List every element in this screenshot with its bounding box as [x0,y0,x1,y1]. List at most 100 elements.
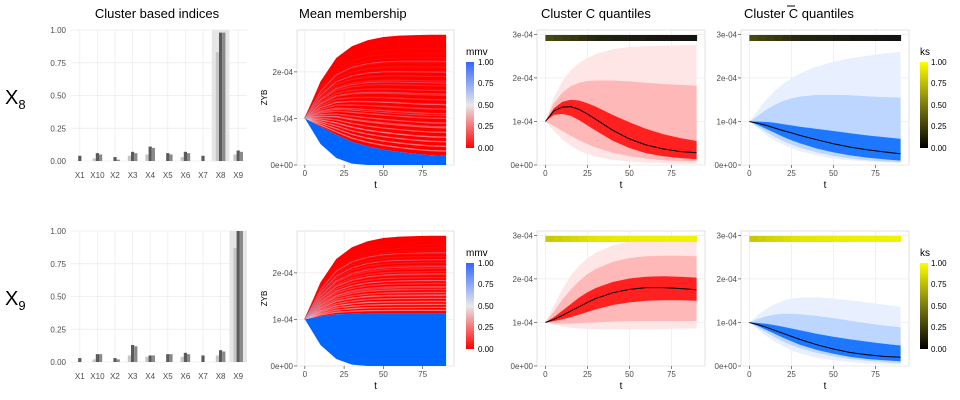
legend-ks-title: ks [920,248,930,259]
membership-trajectory [304,303,447,320]
membership-trajectory [304,287,447,320]
y-tick-label: 2e-04 [273,269,294,278]
bar [95,354,99,362]
bar [78,155,82,161]
bar [92,158,96,161]
ks-bar-segment [663,35,681,41]
membership-trajectory [304,273,447,320]
ks-bar-segment [629,35,647,41]
legend-ks-x9: ks 1.00 0.75 0.50 0.25 0.00 [920,248,947,354]
membership-trajectory [304,38,447,119]
ks-bar-segment [766,236,776,242]
median-line [749,322,901,358]
membership-trajectory [304,118,447,138]
bar [127,355,131,362]
membership-trajectory [304,264,447,320]
bar [151,355,155,362]
membership-trajectory [304,96,447,119]
x-axis-title: t [824,381,827,392]
bar [215,52,219,161]
ks-bar-segment [679,35,698,41]
ks-bar-segment [867,35,885,41]
legend-mmv-tick: 0.75 [478,79,494,88]
legend-mmv-x8: mmv 1.00 0.75 0.50 0.25 0.00 [466,47,494,153]
ks-bar-segment [553,236,563,242]
ks-bar-segment [595,236,614,242]
x-tick-label: 25 [787,169,796,178]
ks-bar-segment [663,236,681,242]
membership-trajectory [304,258,447,320]
membership-trajectory [304,297,447,320]
indices-panel-x8: 0.00 0.25 0.50 0.75 1.00 X1 X10 X2 X3 X4 X5 X6 X7 X8 X… [50,26,247,180]
x-tick-label: X1 [75,372,85,381]
membership-trajectory [304,115,447,129]
bar [145,356,149,362]
x-tick-label: X6 [181,372,191,381]
bar [127,155,131,161]
bar [183,352,187,362]
bar [131,151,135,161]
membership-trajectory [304,246,447,320]
x-tick-label: 50 [379,169,388,178]
bar [215,355,219,362]
x-tick-label: 25 [340,370,349,379]
y-tick-label: 1e-04 [717,117,738,126]
ks-bar-segment [646,236,664,242]
x-tick-label: 0 [543,169,548,178]
legend-ks-tick: 0.75 [931,79,947,88]
x-axis-title: t [374,180,377,191]
legend-ks-tick: 1.00 [931,58,947,67]
median-line [545,106,697,154]
ks-bar-segment [799,35,818,41]
membership-trajectory [304,243,447,320]
bar [219,32,223,162]
x-tick-label: 50 [379,370,388,379]
ks-bar-segment [883,236,902,242]
quantile-band-inner [749,322,901,362]
x-tick-label: 75 [418,370,427,379]
membership-trajectory [304,276,447,320]
ks-bar-segment [749,35,759,41]
x-axis-title: t [620,180,623,191]
x-tick-label: X8 [216,372,226,381]
membership-trajectory [304,43,447,119]
x-tick-label: X8 [216,171,226,180]
x-tick-label: X1 [75,171,85,180]
x-tick-label: 0 [747,370,752,379]
membership-trajectory [304,52,447,119]
y-tick-label: 2e-04 [717,275,738,284]
y-tick-label: 3e-04 [717,231,738,240]
legend-mmv-tick: 0.50 [478,302,494,311]
x-tick-label: 75 [667,370,676,379]
x-tick-label: 75 [418,169,427,178]
bar [78,358,82,362]
membership-trajectory [304,273,447,320]
membership-trajectory [304,117,447,134]
y-tick-label: 1e-04 [273,114,294,123]
legend-ks-tick: 0.00 [931,345,947,354]
bar [95,153,99,161]
quantiles-c-panel-x8: 0e+00 1e-04 2e-04 3e-04 0 25 50 75 t [511,29,706,191]
ks-bar-segment [766,35,776,41]
bar [201,155,205,161]
ks-bar-segment [629,236,647,242]
membership-trajectory [304,270,447,320]
y-tick-label: 3e-04 [717,30,738,39]
bar [151,147,155,161]
bar [201,355,205,362]
ks-bar-segment [833,236,851,242]
membership-trajectory [304,101,447,119]
ks-bar-segment [850,236,868,242]
membership-trajectory [304,115,447,127]
y-tick-label: 1e-04 [717,318,738,327]
ks-bar-segment [850,35,868,41]
membership-area-blue [304,313,447,366]
x-tick-label: 25 [583,370,592,379]
y-tick-label: 0.75 [50,59,66,68]
bar [236,231,240,362]
y-tick-label: 0.50 [50,293,66,302]
x-tick-label: X10 [90,372,105,381]
x-tick-label: X9 [233,372,243,381]
legend-ks-tick: 0.00 [931,144,947,153]
indices-panel-x9: 0.00 0.25 0.50 0.75 1.00 X1 X10 X2 X3 X4 X5 X6 X7 X8 X… [50,227,247,381]
